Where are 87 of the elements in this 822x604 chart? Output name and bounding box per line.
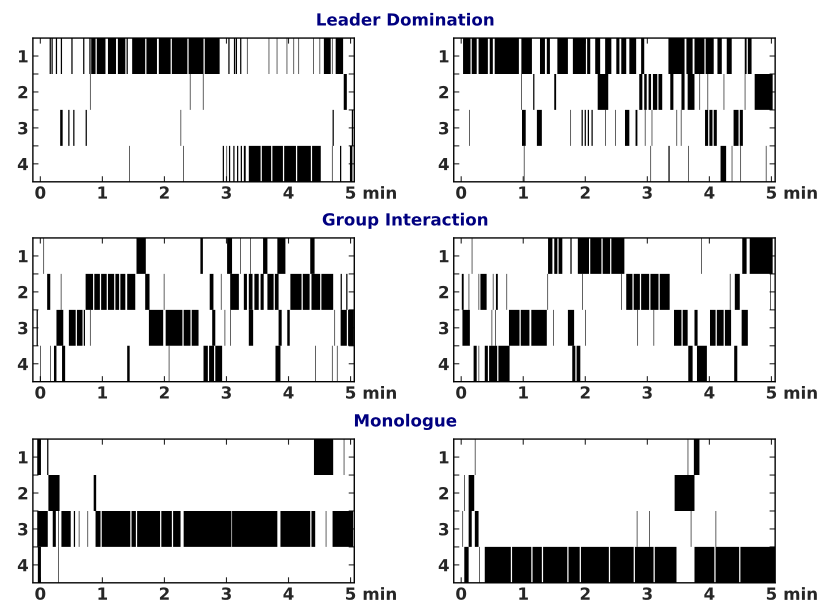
text: Group Interaction [322,212,488,229]
x-tick-label: 1 [98,186,108,199]
x-tick-label: 3 [222,186,231,199]
y-tick-label: 2 [18,86,28,98]
y-tick-label: 4 [438,559,449,572]
y-tick-label: 3 [439,322,448,334]
x-tick-label: 5 [346,386,356,399]
bar [754,74,773,110]
bar [714,110,717,146]
x-tick-label: 4 [704,588,714,600]
x-tick-label: 1 [519,588,528,600]
x-tick-label: 3 [642,186,652,199]
y-tick-label: 2 [439,286,448,298]
bar [254,274,259,310]
y-tick-label: 2 [439,86,448,98]
x-tick-label: 2 [580,587,590,600]
bar [344,74,347,110]
y-tick-label: 1 [440,50,448,62]
x-tick-label: 1 [519,386,528,399]
y-tick-label: 1 [440,250,448,262]
bar [624,110,630,146]
x-tick-label: 5 [766,386,776,399]
x-axis-title: min [784,587,817,600]
x-tick-label: 5 [346,186,356,199]
x-axis-title: min [784,386,817,399]
x-axis-title: min [364,186,396,199]
x-tick-label: 0 [35,186,46,199]
y-tick-label: 3 [18,322,28,334]
y-tick-label: 3 [18,522,28,536]
bar [244,274,247,310]
bar [734,274,740,310]
y-tick-label: 4 [438,358,449,370]
x-tick-label: 0 [456,386,466,399]
bar [287,310,290,346]
x-tick-label: 0 [35,386,46,399]
x-tick-label: 3 [642,587,652,600]
y-tick-label: 2 [18,286,28,298]
x-tick-label: 3 [222,386,231,399]
y-tick-label: 1 [18,451,28,464]
y-tick-label: 3 [439,522,448,536]
x-tick-label: 5 [346,588,356,600]
bar [47,274,50,310]
x-tick-label: 4 [283,386,294,399]
x-tick-label: 5 [766,588,776,600]
y-tick-label: 1 [440,451,448,464]
bar [648,74,652,110]
x-axis-title: min [364,587,396,600]
x-tick-label: 4 [283,186,294,199]
x-tick-label: 5 [766,186,776,199]
y-tick-label: 4 [438,158,449,170]
bar [531,310,547,346]
x-tick-label: 3 [222,587,231,600]
y-tick-label: 4 [18,559,28,572]
x-tick-label: 2 [580,186,590,199]
bar [742,310,748,346]
bar [536,110,542,146]
y-tick-label: 4 [18,158,28,170]
x-tick-label: 2 [160,386,169,399]
bar [734,110,739,146]
x-tick-label: 4 [704,386,714,399]
y-tick-label: 2 [439,486,448,500]
y-tick-label: 2 [18,486,28,500]
text: Monologue [354,414,456,430]
y-tick-label: 1 [18,250,28,262]
bar [474,510,479,547]
x-axis-title: min [364,386,396,399]
y-tick-label: 4 [18,358,28,370]
x-tick-label: 0 [456,186,466,199]
x-tick-label: 2 [580,386,590,399]
bar [60,110,63,146]
x-tick-label: 1 [98,588,108,600]
x-tick-label: 1 [519,186,528,199]
x-tick-label: 0 [456,587,466,600]
y-tick-label: 3 [439,122,448,134]
text: Leader Domination [317,12,494,26]
x-tick-label: 2 [160,186,169,199]
x-tick-label: 4 [283,588,294,600]
y-tick-label: 1 [18,50,28,62]
x-tick-label: 0 [35,587,46,600]
bar [61,510,71,547]
x-tick-label: 1 [98,386,108,399]
x-tick-label: 4 [704,186,714,199]
x-tick-label: 3 [642,386,652,399]
y-tick-label: 3 [18,122,28,134]
x-axis-title: min [784,186,817,199]
bar [480,274,487,310]
x-tick-label: 2 [160,587,169,600]
